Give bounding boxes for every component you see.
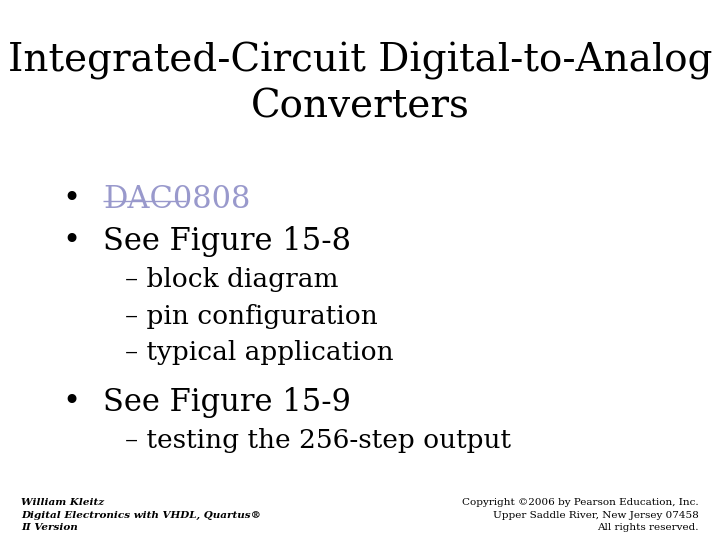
Text: •: • — [63, 226, 81, 257]
Text: Copyright ©2006 by Pearson Education, Inc.
Upper Saddle River, New Jersey 07458
: Copyright ©2006 by Pearson Education, In… — [462, 498, 698, 532]
Text: – pin configuration: – pin configuration — [125, 303, 378, 329]
Text: Integrated-Circuit Digital-to-Analog
Converters: Integrated-Circuit Digital-to-Analog Con… — [8, 42, 712, 126]
Text: •: • — [63, 387, 81, 417]
Text: William Kleitz
Digital Electronics with VHDL, Quartus®
II Version: William Kleitz Digital Electronics with … — [22, 498, 261, 532]
Text: – block diagram: – block diagram — [125, 267, 338, 292]
Text: See Figure 15-8: See Figure 15-8 — [103, 226, 351, 257]
Text: See Figure 15-9: See Figure 15-9 — [103, 387, 351, 417]
Text: – typical application: – typical application — [125, 340, 394, 365]
Text: – testing the 256-step output: – testing the 256-step output — [125, 428, 511, 453]
Text: •: • — [63, 185, 81, 215]
Text: DAC0808: DAC0808 — [103, 185, 251, 215]
